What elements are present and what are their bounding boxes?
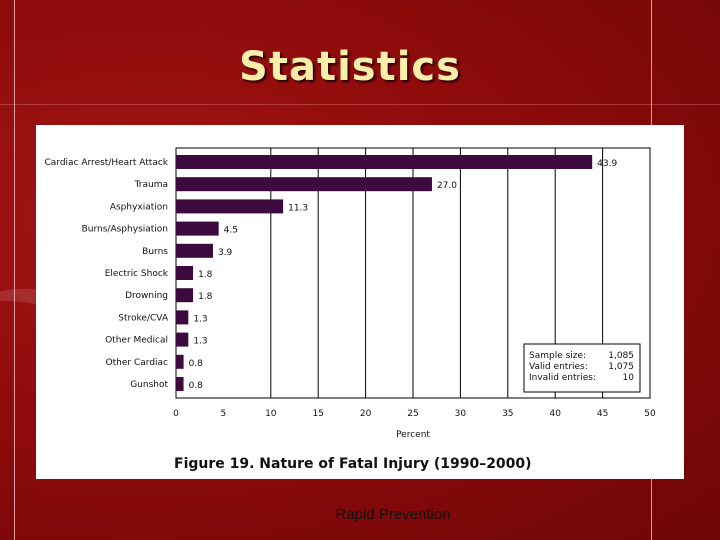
x-tick-label: 25	[407, 409, 418, 419]
category-label: Stroke/CVA	[118, 313, 169, 323]
category-label: Gunshot	[130, 380, 168, 390]
category-label: Other Cardiac	[106, 358, 168, 368]
category-label: Burns/Asphysiation	[82, 225, 168, 235]
x-tick-label: 35	[502, 409, 513, 419]
value-label: 1.8	[198, 292, 213, 302]
category-label: Asphyxiation	[110, 202, 168, 212]
x-tick-label: 30	[455, 409, 467, 419]
bar	[176, 155, 593, 169]
stats-value: 1,085	[608, 351, 634, 361]
divider-line	[0, 104, 720, 105]
category-label: Cardiac Arrest/Heart Attack	[44, 158, 168, 168]
x-tick-label: 5	[221, 409, 227, 419]
chart-panel: 0 5 10 15 20 25 30 35 40 45 50 Percent Cardiac Arres…	[36, 125, 684, 479]
value-label: 11.3	[288, 203, 308, 213]
value-label: 27.0	[437, 181, 457, 191]
stats-value: 10	[623, 373, 635, 383]
stats-label: Sample size:	[529, 351, 586, 361]
x-tick-label: 10	[265, 409, 277, 419]
category-label: Other Medical	[105, 336, 168, 346]
bar	[176, 332, 189, 347]
bar-chart: 0 5 10 15 20 25 30 35 40 45 50 Percent Cardiac Arres…	[44, 147, 656, 472]
category-label: Electric Shock	[105, 269, 169, 279]
x-tick-label: 15	[312, 409, 323, 419]
value-label: 4.5	[224, 226, 238, 236]
x-tick-label: 45	[597, 409, 608, 419]
bar	[176, 199, 284, 214]
left-border-line	[14, 0, 15, 540]
x-tick-label: 50	[644, 409, 656, 419]
x-tick-label: 40	[549, 409, 561, 419]
category-label: Drowning	[125, 291, 168, 301]
category-label: Trauma	[134, 180, 168, 190]
value-label: 1.3	[193, 337, 207, 347]
bar	[176, 177, 432, 192]
bar	[176, 266, 194, 280]
figure-caption: Figure 19. Nature of Fatal Injury (1990–…	[174, 456, 532, 472]
bar	[176, 354, 184, 369]
stats-box	[523, 343, 641, 393]
x-tick-label: 0	[173, 409, 179, 419]
bar	[176, 243, 213, 258]
value-label: 0.8	[189, 359, 204, 369]
footer-text: Rapid Prevention	[335, 506, 451, 523]
stats-value: 1,075	[608, 362, 634, 372]
bar	[176, 221, 219, 236]
x-tick-label: 20	[360, 409, 372, 419]
value-label: 43.9	[597, 159, 617, 169]
bar	[176, 377, 184, 391]
stats-label: Valid entries:	[529, 362, 588, 372]
x-axis-label: Percent	[396, 430, 430, 440]
stats-label: Invalid entries:	[529, 373, 596, 383]
value-label: 1.8	[198, 270, 213, 280]
value-label: 0.8	[189, 381, 204, 391]
slide-title: Statistics	[239, 44, 461, 90]
bar	[176, 310, 189, 325]
value-label: 3.9	[218, 248, 233, 258]
bar	[176, 288, 194, 303]
category-label: Burns	[142, 247, 168, 257]
value-label: 1.3	[193, 314, 207, 324]
